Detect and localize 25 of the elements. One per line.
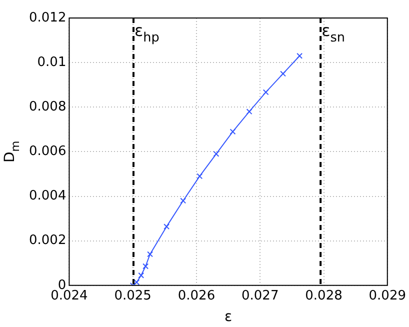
x-tick-label: 0.026: [178, 288, 216, 304]
y-tick-label: 0.012: [29, 10, 66, 26]
point: [180, 198, 186, 204]
point: [138, 272, 144, 278]
point: [280, 70, 286, 77]
point: [213, 150, 220, 157]
point: [230, 128, 236, 135]
x-axis-title: ε: [224, 309, 232, 325]
y-axis-title: Dm: [2, 140, 22, 163]
point: [164, 224, 170, 230]
point: [262, 89, 269, 96]
point: [196, 173, 203, 180]
y-tick-label: 0.002: [29, 233, 66, 248]
y-tick-label: 0.004: [29, 188, 66, 204]
x-tick-label: 0.027: [242, 288, 279, 304]
point: [142, 263, 149, 270]
y-tick-label: 0.006: [29, 144, 66, 160]
x-tick-label: 0.028: [305, 288, 342, 304]
point: [147, 251, 154, 258]
point: [296, 52, 303, 59]
y-tick-label: 0.008: [29, 100, 66, 115]
x-tick-label: 0.029: [368, 288, 406, 304]
y-tick-label: 0.01: [37, 54, 66, 70]
x-tick-label: 0.025: [114, 288, 152, 304]
point: [246, 108, 252, 115]
